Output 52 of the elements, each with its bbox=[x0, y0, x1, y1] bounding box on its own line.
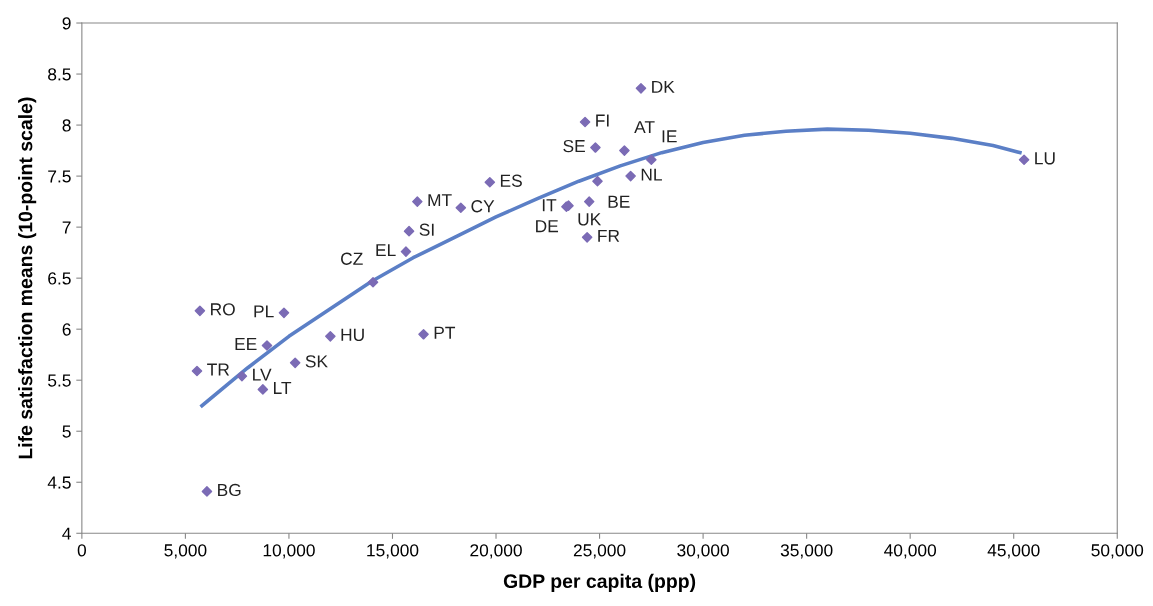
x-tick-label: 35,000 bbox=[780, 544, 833, 559]
x-tick-label: 25,000 bbox=[573, 544, 626, 559]
annotation: TR bbox=[207, 363, 230, 376]
y-tick-label: 8 bbox=[62, 119, 71, 132]
x-tick-label: 30,000 bbox=[677, 544, 729, 559]
annotation: PT bbox=[434, 326, 456, 339]
y-tick-label: 8.5 bbox=[48, 68, 71, 81]
annotation: SE bbox=[563, 139, 585, 153]
annotation: IT bbox=[542, 199, 557, 212]
annotation: SI bbox=[419, 223, 434, 236]
annotation: RO bbox=[211, 303, 235, 316]
y-tick-label: 6.5 bbox=[48, 272, 71, 285]
annotation: PL bbox=[254, 305, 274, 318]
y-tick-label: 7 bbox=[62, 221, 71, 234]
annotation: IE bbox=[662, 130, 677, 143]
x-tick-label: 5,000 bbox=[164, 544, 207, 559]
x-tick-label: 10,000 bbox=[263, 544, 315, 559]
annotation: DE bbox=[536, 220, 559, 233]
annotation: HU bbox=[341, 328, 364, 341]
y-tick-label: 7.5 bbox=[48, 170, 71, 183]
annotation: AT bbox=[634, 121, 655, 134]
annotation: NL bbox=[641, 168, 662, 181]
y-tick-label: 5.5 bbox=[48, 374, 71, 387]
y-tick-label: 6 bbox=[62, 323, 71, 336]
annotation: EE bbox=[235, 338, 257, 350]
y-tick-label: 9 bbox=[62, 17, 71, 30]
annotation: LU bbox=[1035, 152, 1055, 165]
annotation: BG bbox=[218, 483, 241, 497]
y-axis-title: Life satisfaction means (10-point scale) bbox=[18, 97, 37, 459]
x-tick-label: 15,000 bbox=[367, 544, 419, 559]
annotation: EL bbox=[376, 244, 396, 257]
x-tick-label: 20,000 bbox=[470, 544, 522, 559]
annotation: FR bbox=[598, 229, 620, 242]
annotation: CY bbox=[471, 200, 495, 213]
annotation: FI bbox=[596, 114, 609, 127]
x-tick-label: 0 bbox=[77, 544, 87, 557]
x-tick-label: 40,000 bbox=[884, 544, 937, 559]
annotation: UK bbox=[578, 213, 602, 226]
annotation: MT bbox=[428, 194, 452, 207]
annotation: ES bbox=[500, 174, 522, 187]
annotation: LT bbox=[274, 381, 292, 394]
annotation: CZ bbox=[341, 252, 363, 265]
annotation: DK bbox=[652, 80, 675, 93]
annotation: SK bbox=[305, 355, 328, 368]
x-tick-label: 45,000 bbox=[987, 544, 1040, 559]
y-tick-label: 4.5 bbox=[47, 476, 71, 489]
x-tick-label: 50,000 bbox=[1091, 544, 1144, 559]
y-tick-label: 5 bbox=[62, 425, 71, 438]
annotation: BE bbox=[608, 195, 630, 208]
annotation: LV bbox=[253, 368, 272, 381]
y-tick-label: 4 bbox=[62, 527, 71, 540]
x-axis-title: GDP per capita (ppp) bbox=[503, 573, 696, 592]
